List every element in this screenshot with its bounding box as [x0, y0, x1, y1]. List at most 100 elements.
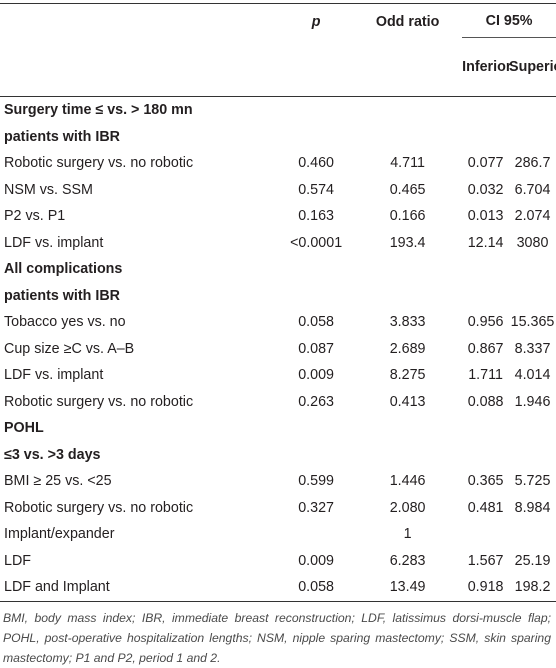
table-row: Implant/expander 1	[0, 521, 556, 548]
ci-superior: 2.074	[514, 208, 551, 225]
header-superior: Superior	[509, 37, 556, 97]
row-label: Robotic surgery vs. no robotic	[4, 393, 194, 410]
section-row: patients with IBR	[0, 124, 556, 151]
header-odd-ratio: Odd ratio	[375, 13, 440, 30]
p-value: 0.058	[279, 574, 354, 602]
section-row: POHL	[0, 415, 556, 442]
row-label: Implant/expander	[4, 526, 115, 543]
table-row: Cup size ≥C vs. A–B 0.087 2.689 0.867 8.337	[0, 336, 556, 363]
ci-superior	[509, 124, 556, 151]
ci-inferior: 0.956	[467, 314, 504, 331]
table-row: LDF vs. implant 0.009 8.275 1.711 4.014	[0, 362, 556, 389]
table-row: BMI ≥ 25 vs. <25 0.599 1.446 0.365 5.725	[0, 468, 556, 495]
ci-inferior: 0.365	[467, 473, 504, 490]
odds-ratio: 13.49	[353, 574, 463, 602]
ci-superior	[509, 415, 556, 442]
row-label: Cup size ≥C vs. A–B	[4, 340, 135, 357]
ci-superior	[509, 256, 556, 283]
p-value	[279, 442, 353, 469]
p-value: <0.0001	[290, 234, 343, 251]
odds-ratio: 1	[403, 526, 412, 543]
ci-inferior: 0.481	[467, 499, 504, 516]
p-value: 0.599	[298, 473, 334, 490]
row-label: Surgery time ≤ vs. > 180 mn	[4, 102, 193, 119]
row-label: LDF vs. implant	[4, 367, 104, 384]
odds-ratio: 6.283	[389, 552, 426, 569]
ci-superior: 8.337	[514, 340, 551, 357]
p-value	[279, 97, 353, 124]
top-rule	[0, 3, 556, 4]
ci-superior	[509, 283, 556, 310]
row-label: ≤3 vs. >3 days	[4, 446, 101, 463]
row-label: P2 vs. P1	[4, 208, 66, 225]
odds-ratio: 0.413	[389, 393, 426, 410]
odds-ratio: 3.833	[389, 314, 426, 331]
ci-inferior	[462, 442, 509, 469]
ci-superior: 1.946	[514, 393, 551, 410]
odds-ratio	[353, 124, 462, 151]
odds-ratio: 4.711	[390, 155, 425, 172]
table-row: NSM vs. SSM 0.574 0.465 0.032 6.704	[0, 177, 556, 204]
p-value: 0.574	[298, 181, 334, 198]
odds-ratio: 2.080	[389, 499, 426, 516]
ci-inferior: 0.918	[462, 574, 510, 602]
row-label: LDF vs. implant	[4, 234, 104, 251]
header-p: p	[311, 13, 321, 30]
ci-inferior: 0.013	[467, 208, 504, 225]
ci-superior: 8.984	[514, 499, 551, 516]
header-ci: CI 95%	[462, 6, 556, 38]
ci-superior	[509, 521, 556, 548]
odds-ratio: 193.4	[389, 234, 426, 251]
odds-ratio: 2.689	[389, 340, 426, 357]
table-body: Surgery time ≤ vs. > 180 mn patients with…	[0, 97, 556, 602]
odds-ratio	[353, 97, 462, 124]
ci-superior: 25.19	[514, 552, 551, 569]
section-row: All complications	[0, 256, 556, 283]
header-empty	[0, 6, 279, 38]
p-value	[279, 256, 353, 283]
row-label: Tobacco yes vs. no	[4, 314, 126, 331]
row-label: All complications	[4, 261, 123, 278]
row-label: Robotic surgery vs. no robotic	[4, 155, 194, 172]
ci-inferior	[462, 256, 509, 283]
table-row: Robotic surgery vs. no robotic 0.263 0.413…	[0, 389, 556, 416]
p-value	[279, 124, 353, 151]
row-label: NSM vs. SSM	[4, 181, 93, 198]
p-value: 0.460	[298, 155, 334, 172]
odds-ratio: 0.166	[389, 208, 426, 225]
table-row: Tobacco yes vs. no 0.058 3.833 0.956 15.365	[0, 309, 556, 336]
p-value	[279, 415, 353, 442]
table-row: P2 vs. P1 0.163 0.166 0.013 2.074	[0, 203, 556, 230]
odds-ratio	[353, 442, 462, 469]
header-row-2: Inferior Superior	[0, 37, 556, 97]
ci-inferior: 0.077	[467, 155, 504, 172]
table-row: LDF 0.009 6.283 1.567 25.19	[0, 548, 556, 575]
ci-inferior	[462, 521, 509, 548]
ci-superior: 4.014	[514, 367, 551, 384]
p-value: 0.263	[298, 393, 334, 410]
ci-inferior	[462, 97, 509, 124]
row-label: Robotic surgery vs. no robotic	[4, 499, 194, 516]
table-row: LDF vs. implant <0.0001 193.4 12.14 3080	[0, 230, 556, 257]
row-label: LDF	[4, 552, 32, 569]
ci-superior: 3080	[516, 234, 549, 251]
ci-inferior: 1.567	[467, 552, 504, 569]
ci-inferior	[462, 124, 509, 151]
table-footnote: BMI, body mass index; IBR, immediate bre…	[3, 611, 551, 665]
ci-inferior	[462, 283, 509, 310]
p-value: 0.009	[298, 552, 334, 569]
table-row: Robotic surgery vs. no robotic 0.460 4.711…	[0, 150, 556, 177]
section-row: Surgery time ≤ vs. > 180 mn	[0, 97, 556, 124]
ci-inferior	[462, 415, 509, 442]
ci-superior: 15.365	[510, 314, 555, 331]
ci-superior: 286.7	[514, 155, 551, 172]
header-inferior: Inferior	[462, 37, 511, 97]
ci-inferior: 1.711	[468, 367, 503, 384]
row-label: POHL	[4, 420, 44, 437]
p-value: 0.327	[298, 499, 334, 516]
p-value: 0.058	[298, 314, 334, 331]
row-label: LDF and Implant	[0, 574, 280, 602]
ci-inferior: 0.032	[467, 181, 504, 198]
results-table: p Odd ratio CI 95% Inferior Superior Sur…	[0, 6, 556, 602]
